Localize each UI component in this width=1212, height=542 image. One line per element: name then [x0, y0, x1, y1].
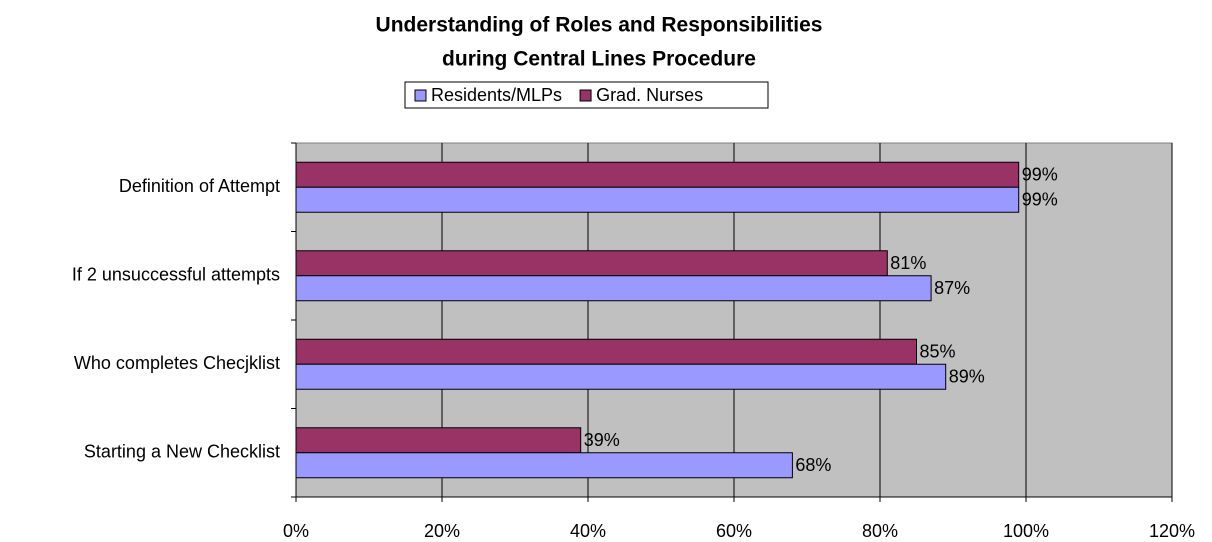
legend-swatch	[414, 89, 427, 102]
x-tick-label: 40%	[570, 521, 606, 541]
chart-title: Understanding of Roles and Responsibilit…	[376, 14, 823, 37]
data-label: 85%	[920, 342, 956, 362]
data-label: 39%	[584, 430, 620, 450]
x-tick-label: 80%	[862, 521, 898, 541]
data-label: 99%	[1022, 190, 1058, 210]
x-tick-label: 120%	[1149, 521, 1195, 541]
bar	[295, 186, 1020, 213]
legend-label: Residents/MLPs	[431, 85, 562, 105]
x-tick-label: 20%	[424, 521, 460, 541]
data-label: 68%	[795, 455, 831, 475]
bar	[295, 275, 932, 302]
x-tick-label: 0%	[283, 521, 309, 541]
y-tick-label: Starting a New Checklist	[84, 442, 280, 462]
data-label: 99%	[1022, 165, 1058, 185]
y-tick-label: Who completes Checjklist	[74, 353, 280, 373]
legend-swatch	[579, 89, 592, 102]
bar	[295, 338, 917, 365]
y-tick-label: Definition of Attempt	[119, 176, 280, 196]
bar	[295, 250, 888, 277]
data-label: 87%	[934, 278, 970, 298]
legend-label: Grad. Nurses	[596, 85, 703, 105]
bar	[295, 452, 793, 479]
bar	[295, 427, 582, 454]
data-label: 89%	[949, 367, 985, 387]
bar	[295, 161, 1020, 188]
x-tick-label: 60%	[716, 521, 752, 541]
chart-title: during Central Lines Procedure	[442, 48, 756, 71]
bar	[295, 363, 947, 390]
x-tick-label: 100%	[1003, 521, 1049, 541]
data-label: 81%	[890, 253, 926, 273]
y-tick-label: If 2 unsuccessful attempts	[72, 265, 280, 285]
